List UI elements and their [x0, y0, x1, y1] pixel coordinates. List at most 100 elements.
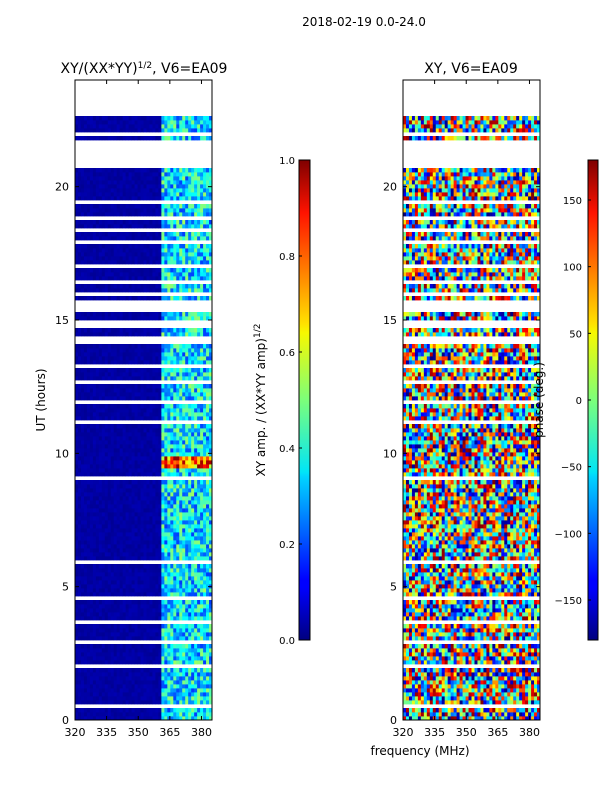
amplitude-cell — [125, 208, 130, 213]
amplitude-cell — [119, 316, 124, 321]
amplitude-cell — [134, 696, 138, 701]
amplitude-cell — [194, 700, 198, 705]
amplitude-cell — [140, 604, 144, 609]
amplitude-cell — [143, 396, 147, 401]
amplitude-cell — [191, 316, 195, 321]
amplitude-cell — [125, 520, 130, 525]
amplitude-cell — [134, 272, 138, 277]
amplitude-cell — [110, 432, 115, 437]
amplitude-cell — [77, 468, 82, 473]
amplitude-cell — [137, 572, 141, 577]
amplitude-cell — [125, 328, 130, 333]
amplitude-cell — [128, 692, 132, 697]
amplitude-cell — [155, 548, 159, 553]
amplitude-cell — [149, 440, 153, 445]
amplitude-cell — [182, 604, 186, 609]
amplitude-cell — [155, 636, 159, 641]
amplitude-cell — [137, 464, 141, 469]
amplitude-cell — [161, 544, 165, 549]
amplitude-cell — [170, 676, 174, 681]
amplitude-cell — [119, 536, 124, 541]
amplitude-cell — [119, 236, 124, 241]
amplitude-cell — [164, 316, 168, 321]
amplitude-cell — [188, 416, 192, 421]
amplitude-cell — [191, 232, 195, 237]
amplitude-cell — [149, 584, 153, 589]
amplitude-cell — [110, 312, 115, 317]
amplitude-cell — [209, 388, 212, 393]
amplitude-cell — [167, 692, 171, 697]
amplitude-cell — [119, 644, 124, 649]
amplitude-cell — [101, 612, 106, 617]
amplitude-cell — [161, 296, 165, 301]
amplitude-cell — [113, 660, 118, 665]
amplitude-cell — [200, 536, 204, 541]
amplitude-cell — [98, 296, 103, 301]
amplitude-cell — [137, 212, 141, 217]
amplitude-cell — [173, 232, 177, 237]
amplitude-cell — [152, 672, 156, 677]
amplitude-cell — [98, 192, 103, 197]
amplitude-cell — [83, 708, 88, 713]
amplitude-cell — [122, 356, 127, 361]
amplitude-cell — [155, 452, 159, 457]
amplitude-cell — [77, 436, 82, 441]
amplitude-cell — [128, 328, 132, 333]
amplitude-cell — [203, 512, 207, 517]
amplitude-cell — [116, 212, 121, 217]
amplitude-cell — [107, 480, 112, 485]
amplitude-cell — [200, 532, 204, 537]
amplitude-cell — [164, 484, 168, 489]
amplitude-cell — [104, 520, 109, 525]
amplitude-cell — [155, 564, 159, 569]
amplitude-cell — [104, 528, 109, 533]
amplitude-cell — [137, 688, 141, 693]
amplitude-cell — [98, 456, 103, 461]
amplitude-cell — [167, 448, 171, 453]
amplitude-cell — [158, 700, 162, 705]
amplitude-cell — [143, 432, 147, 437]
amplitude-cell — [98, 708, 103, 713]
amplitude-cell — [173, 268, 177, 273]
amplitude-cell — [92, 404, 97, 409]
amplitude-cell — [176, 372, 180, 377]
amplitude-cell — [206, 688, 210, 693]
amplitude-cell — [125, 700, 130, 705]
amplitude-cell — [188, 348, 192, 353]
amplitude-cell — [179, 600, 183, 605]
amplitude-cell — [75, 628, 79, 633]
amplitude-cell — [116, 696, 121, 701]
amplitude-cell — [200, 376, 204, 381]
amplitude-cell — [95, 552, 100, 557]
amplitude-cell — [179, 312, 183, 317]
amplitude-cell — [185, 212, 189, 217]
amplitude-cell — [119, 688, 124, 693]
amplitude-cell — [164, 604, 168, 609]
amplitude-cell — [143, 392, 147, 397]
amplitude-cell — [89, 396, 94, 401]
amplitude-cell — [152, 576, 156, 581]
amplitude-cell — [92, 616, 97, 621]
amplitude-cell — [122, 608, 127, 613]
amplitude-cell — [185, 524, 189, 529]
amplitude-cell — [164, 608, 168, 613]
amplitude-cell — [173, 444, 177, 449]
amplitude-cell — [128, 224, 132, 229]
amplitude-cell — [75, 528, 79, 533]
amplitude-cell — [140, 368, 144, 373]
amplitude-cell — [176, 532, 180, 537]
amplitude-cell — [209, 256, 212, 261]
amplitude-cell — [194, 296, 198, 301]
amplitude-cell — [188, 272, 192, 277]
amplitude-cell — [152, 276, 156, 281]
amplitude-cell — [107, 488, 112, 493]
amplitude-cell — [170, 368, 174, 373]
amplitude-cell — [170, 248, 174, 253]
amplitude-cell — [83, 616, 88, 621]
amplitude-cell — [176, 652, 180, 657]
amplitude-cell — [170, 608, 174, 613]
amplitude-cell — [125, 600, 130, 605]
amplitude-cell — [125, 248, 130, 253]
amplitude-cell — [92, 556, 97, 561]
amplitude-cell — [167, 348, 171, 353]
